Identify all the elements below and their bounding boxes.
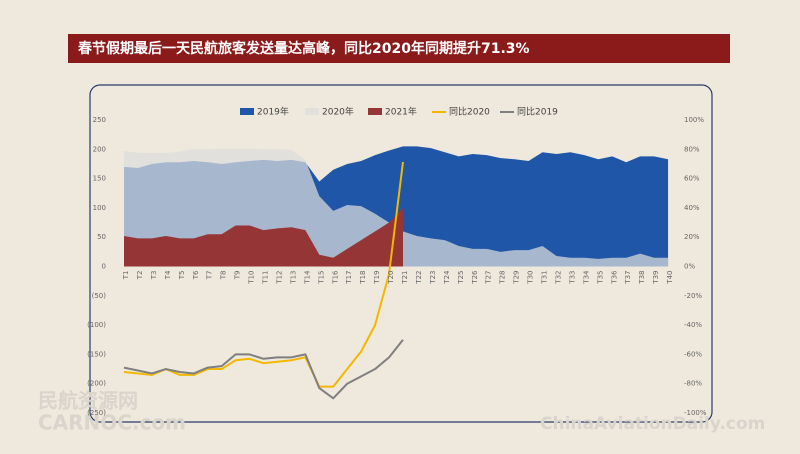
y2-tick-label: -40% <box>684 321 702 329</box>
x-tick-label: T5 <box>178 271 186 281</box>
legend-swatch <box>368 108 382 115</box>
x-tick-label: T16 <box>331 270 339 285</box>
legend-label: 2021年 <box>385 106 417 118</box>
x-tick-label: T6 <box>192 270 200 280</box>
x-tick-label: T36 <box>610 270 618 285</box>
y-tick-label: (200) <box>87 380 106 388</box>
y-tick-label: 200 <box>93 145 106 153</box>
x-tick-label: T29 <box>513 271 521 285</box>
line <box>123 339 404 400</box>
y2-tick-label: -60% <box>684 350 702 358</box>
x-tick-label: T34 <box>582 270 590 285</box>
watermark: CARNOC.com <box>38 411 186 435</box>
legend-swatch <box>240 108 254 115</box>
x-tick-label: T27 <box>485 271 493 285</box>
y-tick-label: (50) <box>92 292 107 300</box>
x-tick-label: T3 <box>150 271 158 281</box>
y-tick-label: (250) <box>87 409 106 417</box>
x-tick-label: T19 <box>373 271 381 285</box>
x-tick-label: T33 <box>568 271 576 285</box>
title-banner <box>68 34 730 63</box>
x-tick-label: T13 <box>289 271 297 285</box>
x-tick-label: T8 <box>220 271 228 281</box>
x-tick-label: T30 <box>527 271 535 285</box>
x-tick-label: T21 <box>401 271 409 285</box>
x-tick-label: T39 <box>652 271 660 285</box>
y-tick-label: (100) <box>87 321 106 329</box>
y2-tick-label: 80% <box>684 145 700 153</box>
y2-tick-label: -80% <box>684 380 702 388</box>
x-tick-label: T20 <box>387 271 395 285</box>
x-tick-label: T7 <box>206 271 214 281</box>
x-tick-label: T37 <box>624 271 632 285</box>
x-tick-label: T22 <box>415 271 423 285</box>
x-tick-label: T18 <box>359 271 367 285</box>
x-tick-label: T40 <box>666 271 674 285</box>
x-tick-label: T24 <box>443 270 451 285</box>
y-tick-label: 250 <box>93 116 106 124</box>
y-tick-label: 100 <box>93 204 106 212</box>
x-tick-label: T17 <box>345 271 353 285</box>
y2-tick-label: 40% <box>684 204 700 212</box>
y2-tick-label: 100% <box>684 116 704 124</box>
x-tick-label: T35 <box>596 271 604 285</box>
area <box>124 207 403 267</box>
x-tick-label: T23 <box>429 271 437 285</box>
legend-label: 同比2019 <box>517 106 558 118</box>
x-tick-label: T28 <box>499 271 507 285</box>
legend-label: 同比2020 <box>449 106 490 118</box>
x-tick-label: T1 <box>122 271 130 281</box>
y-tick-label: (150) <box>87 350 106 358</box>
x-tick-label: T31 <box>541 271 549 285</box>
y2-tick-label: 0% <box>684 263 695 271</box>
chart-frame <box>89 84 713 423</box>
title: 春节假期最后一天民航旅客发送量达高峰，同比2020年同期提升71.3% <box>77 40 530 57</box>
legend-swatch <box>305 108 319 115</box>
x-tick-label: T14 <box>303 270 311 285</box>
x-tick-label: T11 <box>262 271 270 285</box>
legend-label: 2019年 <box>257 106 289 118</box>
legend-label: 2020年 <box>322 106 354 118</box>
watermark: 民航资源网 <box>38 389 138 413</box>
y2-tick-label: -20% <box>684 292 702 300</box>
y2-tick-label: 20% <box>684 233 700 241</box>
x-tick-label: T38 <box>638 271 646 285</box>
x-tick-label: T15 <box>317 271 325 285</box>
y-tick-label: 50 <box>97 233 106 241</box>
y-tick-label: 0 <box>102 263 106 271</box>
x-tick-label: T10 <box>248 271 256 285</box>
x-tick-label: T25 <box>457 271 465 285</box>
x-tick-label: T2 <box>136 271 144 281</box>
y-tick-label: 150 <box>93 175 106 183</box>
x-tick-label: T32 <box>554 271 562 285</box>
x-tick-label: T12 <box>275 271 283 285</box>
x-tick-label: T4 <box>164 270 172 280</box>
y2-tick-label: -100% <box>684 409 707 417</box>
x-tick-label: T9 <box>234 271 242 281</box>
watermark: ChinaAviationDaily.com <box>540 414 765 434</box>
x-tick-label: T26 <box>471 270 479 285</box>
y2-tick-label: 60% <box>684 175 700 183</box>
